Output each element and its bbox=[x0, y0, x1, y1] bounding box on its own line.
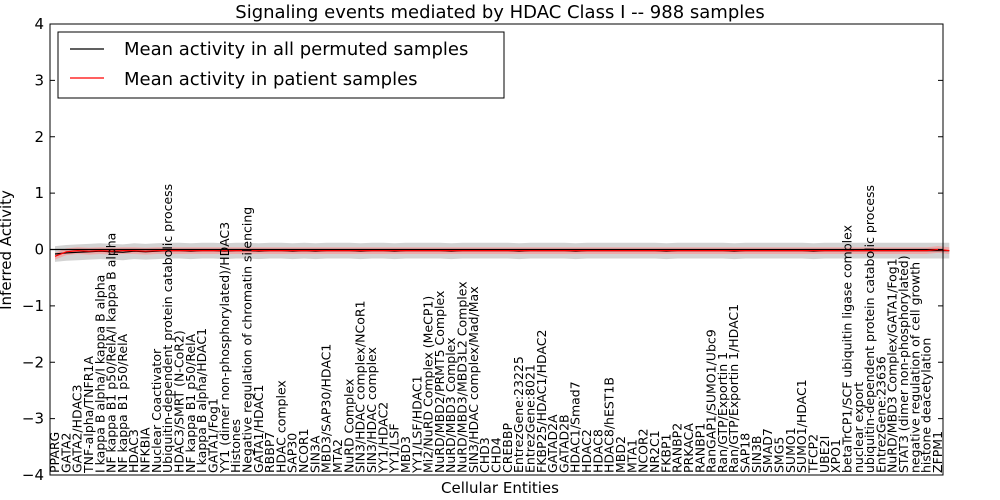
x-category-label: Mi2/NuRD Complex (MeCP1) bbox=[421, 296, 436, 473]
x-category-label: MBD2 bbox=[613, 436, 628, 473]
x-category-label: MBD3 bbox=[398, 436, 413, 473]
y-tick-label: −1 bbox=[22, 297, 44, 315]
x-category-label: SMG5 bbox=[772, 437, 787, 473]
x-category-label: NF kappa B1 p50/RelA bbox=[115, 333, 130, 473]
x-category-label: STAT3 (dimer non-phosphorylated) bbox=[896, 255, 911, 473]
x-category-label: betaTrCP1/SCF ubiquitin ligase complex bbox=[839, 225, 854, 473]
x-category-label: FKBP1 bbox=[658, 434, 673, 473]
legend-label-permuted: Mean activity in all permuted samples bbox=[124, 39, 468, 60]
x-category-label: YY1 (dimer non-phosphorylated)/HDAC3 bbox=[217, 222, 232, 474]
x-category-label: Ran/GTP/Exportin 1 bbox=[715, 352, 730, 473]
x-category-label: SIN3B bbox=[749, 436, 764, 474]
x-category-label: NF kappa B1 p50/RelA bbox=[183, 333, 198, 473]
x-category-label: NuRD Complex bbox=[341, 379, 356, 473]
x-category-label: HDAC2 bbox=[579, 429, 594, 473]
x-category-label: SUMO1 bbox=[783, 427, 798, 473]
x-axis-label: Cellular Entities bbox=[441, 479, 559, 497]
y-tick-label: 4 bbox=[34, 15, 44, 33]
x-category-label: Ran/GTP/Exportin 1/HDAC1 bbox=[726, 304, 741, 473]
x-category-label: NuRD/MBD3 Complex bbox=[443, 337, 458, 473]
x-category-label: ZFPM1 bbox=[930, 431, 945, 473]
x-category-label: nuclear export bbox=[851, 382, 866, 473]
x-category-label: MTA1 bbox=[624, 439, 639, 473]
x-category-label: CHD4 bbox=[489, 437, 504, 473]
x-category-label: I kappa B alpha/HDAC1 bbox=[194, 328, 209, 473]
x-category-label: EntrezGene:8021 bbox=[523, 364, 538, 473]
x-category-label: SIN3/HDAC complex bbox=[364, 347, 379, 473]
x-category-label: NFKBIA bbox=[138, 427, 153, 473]
series-line-patient bbox=[54, 248, 950, 257]
legend-label-patient: Mean activity in patient samples bbox=[124, 69, 418, 90]
x-category-label: NCOR2 bbox=[636, 428, 651, 473]
x-category-label: UBE2I bbox=[817, 436, 832, 473]
x-category-label: MBD3/SAP30/HDAC1 bbox=[319, 344, 334, 473]
chart-title: Signaling events mediated by HDAC Class … bbox=[235, 2, 764, 23]
x-category-label: Histones bbox=[228, 419, 243, 473]
y-tick-label: −4 bbox=[22, 466, 44, 484]
x-category-label: SIN3A bbox=[307, 435, 322, 473]
x-category-label: SIN3/HDAC complex/NCoR1 bbox=[353, 300, 368, 473]
y-tick-label: 3 bbox=[34, 71, 44, 89]
legend: Mean activity in all permuted samples Me… bbox=[57, 31, 505, 99]
x-category-label: EntrezGene:23225 bbox=[511, 356, 526, 473]
x-category-label: GATA1/Fog1 bbox=[206, 398, 221, 473]
x-category-label: MTA2 bbox=[330, 439, 345, 473]
x-category-label: CREBBP bbox=[500, 423, 515, 473]
x-category-label: HDAC1/Smad7 bbox=[568, 381, 583, 473]
x-category-label: SMAD7 bbox=[760, 428, 775, 473]
x-category-label: NCOR1 bbox=[296, 428, 311, 473]
x-category-label: FKBP25/HDAC1/HDAC2 bbox=[534, 330, 549, 473]
x-category-label: Ubiquitin-dependent protein catabolic pr… bbox=[160, 184, 175, 473]
x-category-label: GATA2 bbox=[58, 433, 73, 473]
x-category-label: PPARG bbox=[47, 432, 62, 473]
y-tick-label: −3 bbox=[22, 410, 44, 428]
x-category-label: Negative regulation of chromatin silenci… bbox=[239, 207, 254, 473]
x-category-label: RANBP1 bbox=[692, 423, 707, 473]
x-category-label: HDAC complex bbox=[273, 380, 288, 473]
x-category-label: RANBP2 bbox=[670, 423, 685, 473]
x-category-label: SIN3/HDAC complex/Mad/Max bbox=[466, 286, 481, 473]
x-category-label: SAP18 bbox=[738, 433, 753, 473]
x-category-label: Nuclear Coactivator bbox=[149, 348, 164, 473]
x-category-label: TFCP2 bbox=[806, 434, 821, 474]
x-category-label: negative regulation of cell growth bbox=[907, 262, 922, 473]
x-category-label: histone deacetylation bbox=[919, 338, 934, 473]
x-category-label: RBBP7 bbox=[262, 432, 277, 473]
x-category-label: HDAC3/SMRT (N-CoR2) bbox=[172, 330, 187, 473]
y-tick-label: 0 bbox=[34, 241, 44, 259]
x-category-label: NuRD/MBD3 Complex/GATA1/Fog1 bbox=[885, 258, 900, 473]
x-category-label: GATA2/HDAC3 bbox=[70, 385, 85, 473]
y-tick-label: −2 bbox=[22, 353, 44, 371]
x-category-label: GATAD2A bbox=[545, 414, 560, 473]
y-axis-label: Inferred Activity bbox=[0, 190, 15, 310]
x-category-label: NuRD/MBD2/PRMT5 Complex bbox=[432, 291, 447, 473]
x-category-label: XPO1 bbox=[828, 439, 843, 473]
y-tick-label: 1 bbox=[34, 184, 44, 202]
x-category-label: HDAC3 bbox=[126, 429, 141, 473]
x-category-label: HDAC8/hEST1B bbox=[602, 377, 617, 473]
y-tick-label: 2 bbox=[34, 128, 44, 146]
x-category-label: TNF-alpha/TNFR1A bbox=[81, 356, 96, 474]
x-category-label: NF kappa B1 p50/RelA/I kappa B alpha bbox=[104, 233, 119, 473]
x-category-label: RanGAP1/SUMO1/Ubc9 bbox=[704, 329, 719, 473]
x-category-label: NuRD/MBD3/MBD3L2 Complex bbox=[455, 281, 470, 473]
x-category-label: SAP30 bbox=[285, 433, 300, 473]
x-category-label: YY1/LSF bbox=[387, 423, 402, 474]
x-category-label: GATAD2B bbox=[556, 414, 571, 473]
x-category-label: ubiquitin-dependent protein catabolic pr… bbox=[862, 185, 877, 473]
x-category-label: CHD3 bbox=[477, 437, 492, 473]
x-category-label: SUMO1/HDAC1 bbox=[794, 379, 809, 473]
x-category-label: PRKACA bbox=[681, 423, 696, 473]
x-category-label: EntrezGene:23636 bbox=[873, 356, 888, 473]
x-category-label: YY1/HDAC2 bbox=[375, 402, 390, 474]
legend-box bbox=[57, 31, 505, 99]
x-category-label: HDAC8 bbox=[590, 429, 605, 473]
x-category-label: YY1/LSF/HDAC1 bbox=[409, 375, 424, 474]
x-category-label: I kappa B alpha/I kappa B alpha bbox=[92, 275, 107, 473]
x-category-label: NR2C1 bbox=[647, 430, 662, 473]
x-category-label: GATA1/HDAC1 bbox=[251, 385, 266, 473]
